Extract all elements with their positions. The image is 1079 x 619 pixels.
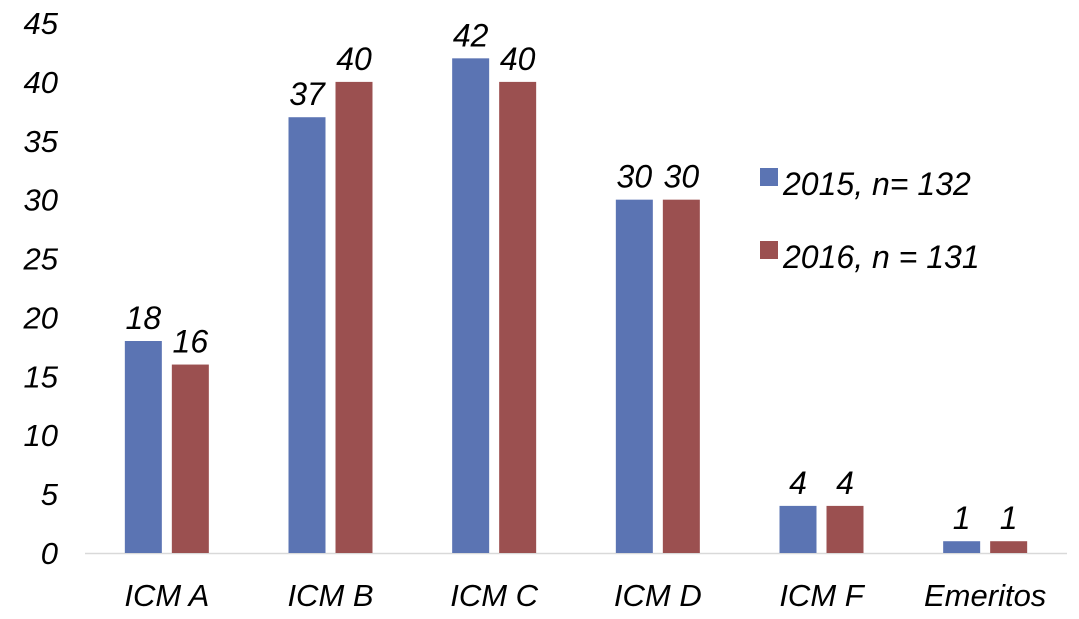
bars-group	[124, 58, 1028, 553]
legend-label: 2015, n= 132	[782, 166, 971, 202]
data-label: 16	[173, 324, 209, 360]
x-category-label: ICM B	[287, 578, 373, 613]
x-category-label: ICM A	[124, 578, 209, 613]
bar	[779, 505, 817, 553]
y-tick-label: 40	[24, 65, 58, 100]
x-axis-categories: ICM A ICM B ICM C ICM D ICM F Emeritos	[124, 578, 1046, 613]
data-label: 1	[953, 500, 971, 536]
data-label: 40	[336, 41, 372, 77]
data-label: 1	[1000, 500, 1018, 536]
y-tick-label: 20	[23, 300, 58, 335]
x-category-label: ICM F	[779, 578, 865, 613]
y-tick-label: 35	[24, 124, 59, 159]
y-axis-ticks: 0 5 10 15 20 25 30 35 40 45	[23, 6, 59, 571]
y-tick-label: 25	[23, 242, 59, 277]
legend: 2015, n= 132 2016, n = 131	[760, 166, 980, 275]
data-label: 42	[453, 17, 489, 53]
bar	[171, 364, 209, 553]
data-label: 18	[126, 300, 162, 336]
data-label: 40	[500, 41, 536, 77]
bar	[288, 117, 326, 553]
bar	[662, 199, 700, 553]
data-label: 30	[617, 159, 653, 195]
data-labels-group: 18 16 37 40 42 40 30 30 4 4 1 1	[126, 17, 1018, 536]
x-category-label: ICM C	[450, 578, 538, 613]
y-tick-label: 45	[24, 6, 59, 41]
bar	[615, 199, 653, 553]
legend-swatch	[760, 241, 778, 259]
bar	[499, 81, 537, 553]
legend-swatch	[760, 168, 778, 186]
data-label: 4	[789, 465, 807, 501]
y-tick-label: 15	[24, 359, 59, 394]
data-label: 30	[664, 159, 700, 195]
bar	[943, 541, 981, 553]
data-label: 37	[289, 76, 326, 112]
bar	[826, 505, 864, 553]
y-tick-label: 5	[41, 477, 59, 512]
data-label: 4	[836, 465, 854, 501]
legend-label: 2016, n = 131	[782, 239, 980, 275]
y-tick-label: 10	[24, 418, 58, 453]
x-category-label: Emeritos	[924, 578, 1046, 613]
bar	[990, 541, 1028, 553]
bar	[452, 58, 490, 553]
bar	[124, 341, 162, 553]
y-tick-label: 30	[24, 183, 58, 218]
bar	[335, 81, 373, 553]
y-tick-label: 0	[41, 536, 58, 571]
x-category-label: ICM D	[614, 578, 702, 613]
